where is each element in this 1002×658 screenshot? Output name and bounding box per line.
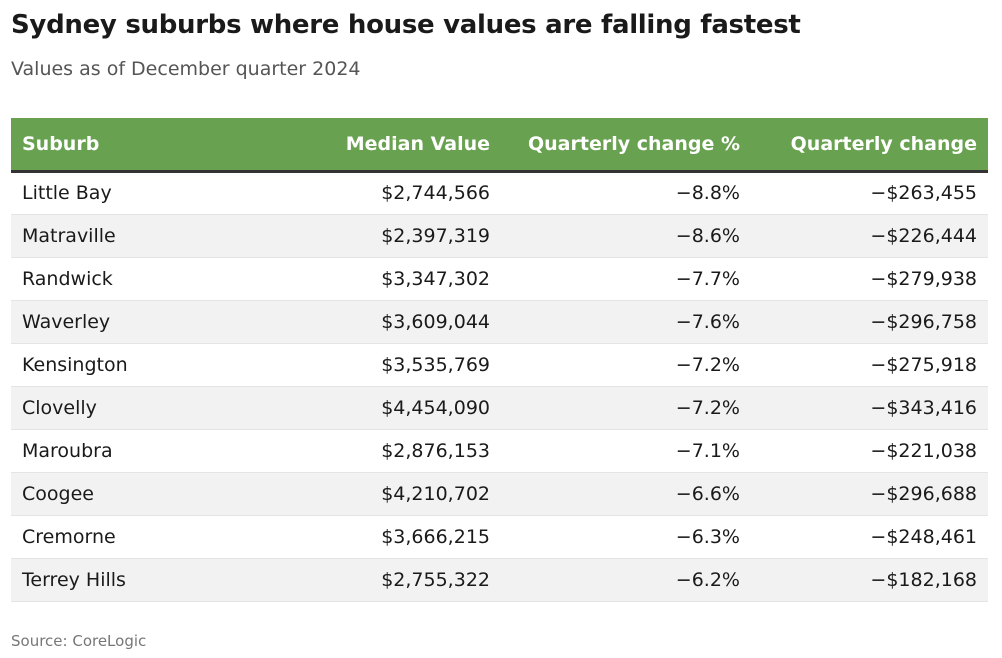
cell-suburb: Terrey Hills xyxy=(11,558,261,602)
chart-title: Sydney suburbs where house values are fa… xyxy=(11,10,801,40)
cell-quarterly-change: −$279,938 xyxy=(751,257,988,301)
cell-quarterly-change: −$263,455 xyxy=(751,171,988,215)
cell-quarterly-change: −$275,918 xyxy=(751,343,988,387)
cell-quarterly-change: −$226,444 xyxy=(751,214,988,258)
cell-median-value: $3,609,044 xyxy=(261,300,501,344)
cell-suburb: Clovelly xyxy=(11,386,261,430)
cell-quarterly-change-percent: −8.8% xyxy=(501,171,751,215)
cell-median-value: $3,347,302 xyxy=(261,257,501,301)
cell-suburb: Randwick xyxy=(11,257,261,301)
chart-subtitle: Values as of December quarter 2024 xyxy=(11,58,361,80)
cell-suburb: Waverley xyxy=(11,300,261,344)
column-header-quarterly-change-percent: Quarterly change % xyxy=(501,118,751,173)
table-row: Randwick $3,347,302 −7.7% −$279,938 xyxy=(11,257,988,301)
cell-quarterly-change: −$248,461 xyxy=(751,515,988,559)
cell-quarterly-change: −$221,038 xyxy=(751,429,988,473)
table-row: Little Bay $2,744,566 −8.8% −$263,455 xyxy=(11,171,988,215)
source-note: Source: CoreLogic xyxy=(11,632,147,650)
table-row: Maroubra $2,876,153 −7.1% −$221,038 xyxy=(11,429,988,473)
cell-quarterly-change-percent: −7.7% xyxy=(501,257,751,301)
table-row: Clovelly $4,454,090 −7.2% −$343,416 xyxy=(11,386,988,430)
column-header-quarterly-change: Quarterly change xyxy=(751,118,988,173)
cell-quarterly-change-percent: −7.2% xyxy=(501,386,751,430)
table-row: Waverley $3,609,044 −7.6% −$296,758 xyxy=(11,300,988,344)
cell-quarterly-change-percent: −8.6% xyxy=(501,214,751,258)
table-row: Terrey Hills $2,755,322 −6.2% −$182,168 xyxy=(11,558,988,602)
cell-quarterly-change: −$296,758 xyxy=(751,300,988,344)
cell-quarterly-change: −$296,688 xyxy=(751,472,988,516)
cell-suburb: Cremorne xyxy=(11,515,261,559)
cell-quarterly-change-percent: −7.1% xyxy=(501,429,751,473)
cell-median-value: $2,744,566 xyxy=(261,171,501,215)
table-body: Little Bay $2,744,566 −8.8% −$263,455 Ma… xyxy=(11,171,988,602)
cell-quarterly-change-percent: −7.6% xyxy=(501,300,751,344)
table-header-row: Suburb Median Value Quarterly change % Q… xyxy=(11,118,988,173)
table-row: Matraville $2,397,319 −8.6% −$226,444 xyxy=(11,214,988,258)
table-row: Coogee $4,210,702 −6.6% −$296,688 xyxy=(11,472,988,516)
cell-quarterly-change-percent: −6.3% xyxy=(501,515,751,559)
cell-median-value: $2,397,319 xyxy=(261,214,501,258)
cell-quarterly-change: −$182,168 xyxy=(751,558,988,602)
cell-suburb: Little Bay xyxy=(11,171,261,215)
table-row: Cremorne $3,666,215 −6.3% −$248,461 xyxy=(11,515,988,559)
cell-suburb: Kensington xyxy=(11,343,261,387)
column-header-suburb: Suburb xyxy=(11,118,261,173)
cell-suburb: Matraville xyxy=(11,214,261,258)
cell-quarterly-change: −$343,416 xyxy=(751,386,988,430)
cell-quarterly-change-percent: −7.2% xyxy=(501,343,751,387)
cell-median-value: $2,755,322 xyxy=(261,558,501,602)
cell-median-value: $4,210,702 xyxy=(261,472,501,516)
cell-median-value: $3,535,769 xyxy=(261,343,501,387)
table-row: Kensington $3,535,769 −7.2% −$275,918 xyxy=(11,343,988,387)
cell-quarterly-change-percent: −6.6% xyxy=(501,472,751,516)
cell-quarterly-change-percent: −6.2% xyxy=(501,558,751,602)
cell-median-value: $3,666,215 xyxy=(261,515,501,559)
column-header-median-value: Median Value xyxy=(261,118,501,173)
cell-median-value: $4,454,090 xyxy=(261,386,501,430)
cell-suburb: Maroubra xyxy=(11,429,261,473)
cell-suburb: Coogee xyxy=(11,472,261,516)
cell-median-value: $2,876,153 xyxy=(261,429,501,473)
data-table: Suburb Median Value Quarterly change % Q… xyxy=(11,118,988,602)
